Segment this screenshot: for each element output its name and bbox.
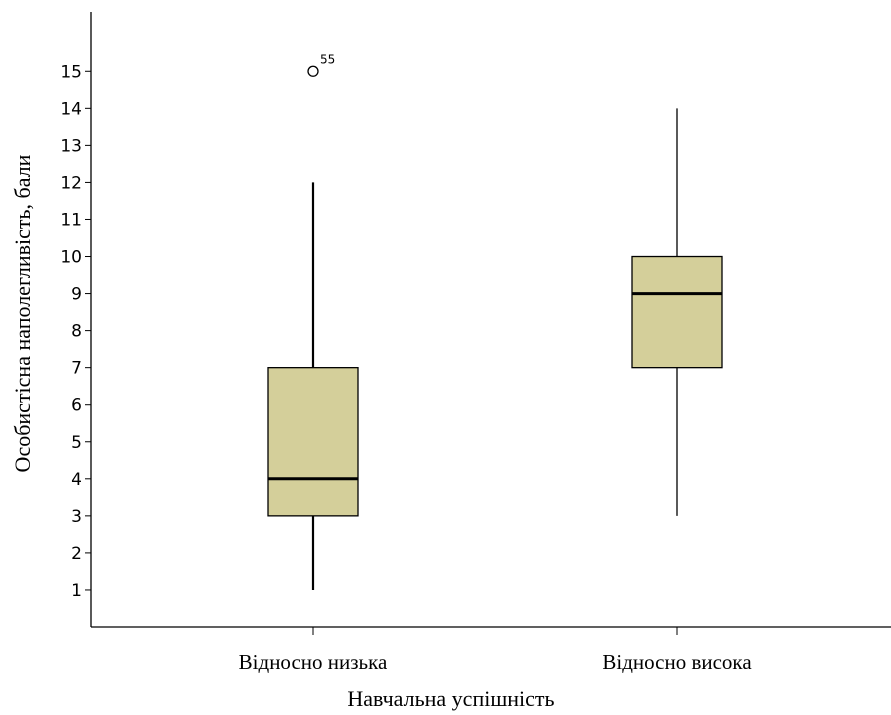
- x-tick-label: Відносно висока: [602, 650, 752, 674]
- y-tick-label: 3: [71, 507, 82, 527]
- x-tick-label: Відносно низька: [239, 650, 388, 674]
- y-tick-label: 2: [71, 544, 82, 564]
- box: [267, 367, 359, 517]
- y-tick-label: 4: [71, 470, 82, 490]
- y-tick-label: 1: [71, 581, 82, 601]
- boxes-group: 55: [267, 52, 723, 590]
- outlier-point: [307, 65, 319, 77]
- y-tick-label: 13: [60, 136, 82, 156]
- outlier-label: 55: [320, 52, 335, 66]
- y-axis-title: Особистісна наполегливість, бали: [10, 154, 35, 472]
- y-tick-label: 11: [60, 210, 82, 230]
- y-tick-label: 12: [60, 173, 82, 193]
- box: [631, 255, 723, 369]
- x-axis-title: Навчальна успішність: [347, 686, 554, 711]
- y-tick-label: 5: [71, 433, 82, 453]
- y-tick-label: 15: [60, 62, 82, 82]
- y-tick-label: 14: [60, 99, 82, 119]
- y-tick-label: 7: [71, 359, 82, 379]
- y-tick-label: 9: [71, 285, 82, 305]
- y-tick-label: 6: [71, 396, 82, 416]
- y-tick-label: 10: [60, 248, 82, 268]
- y-tick-label: 8: [71, 322, 82, 342]
